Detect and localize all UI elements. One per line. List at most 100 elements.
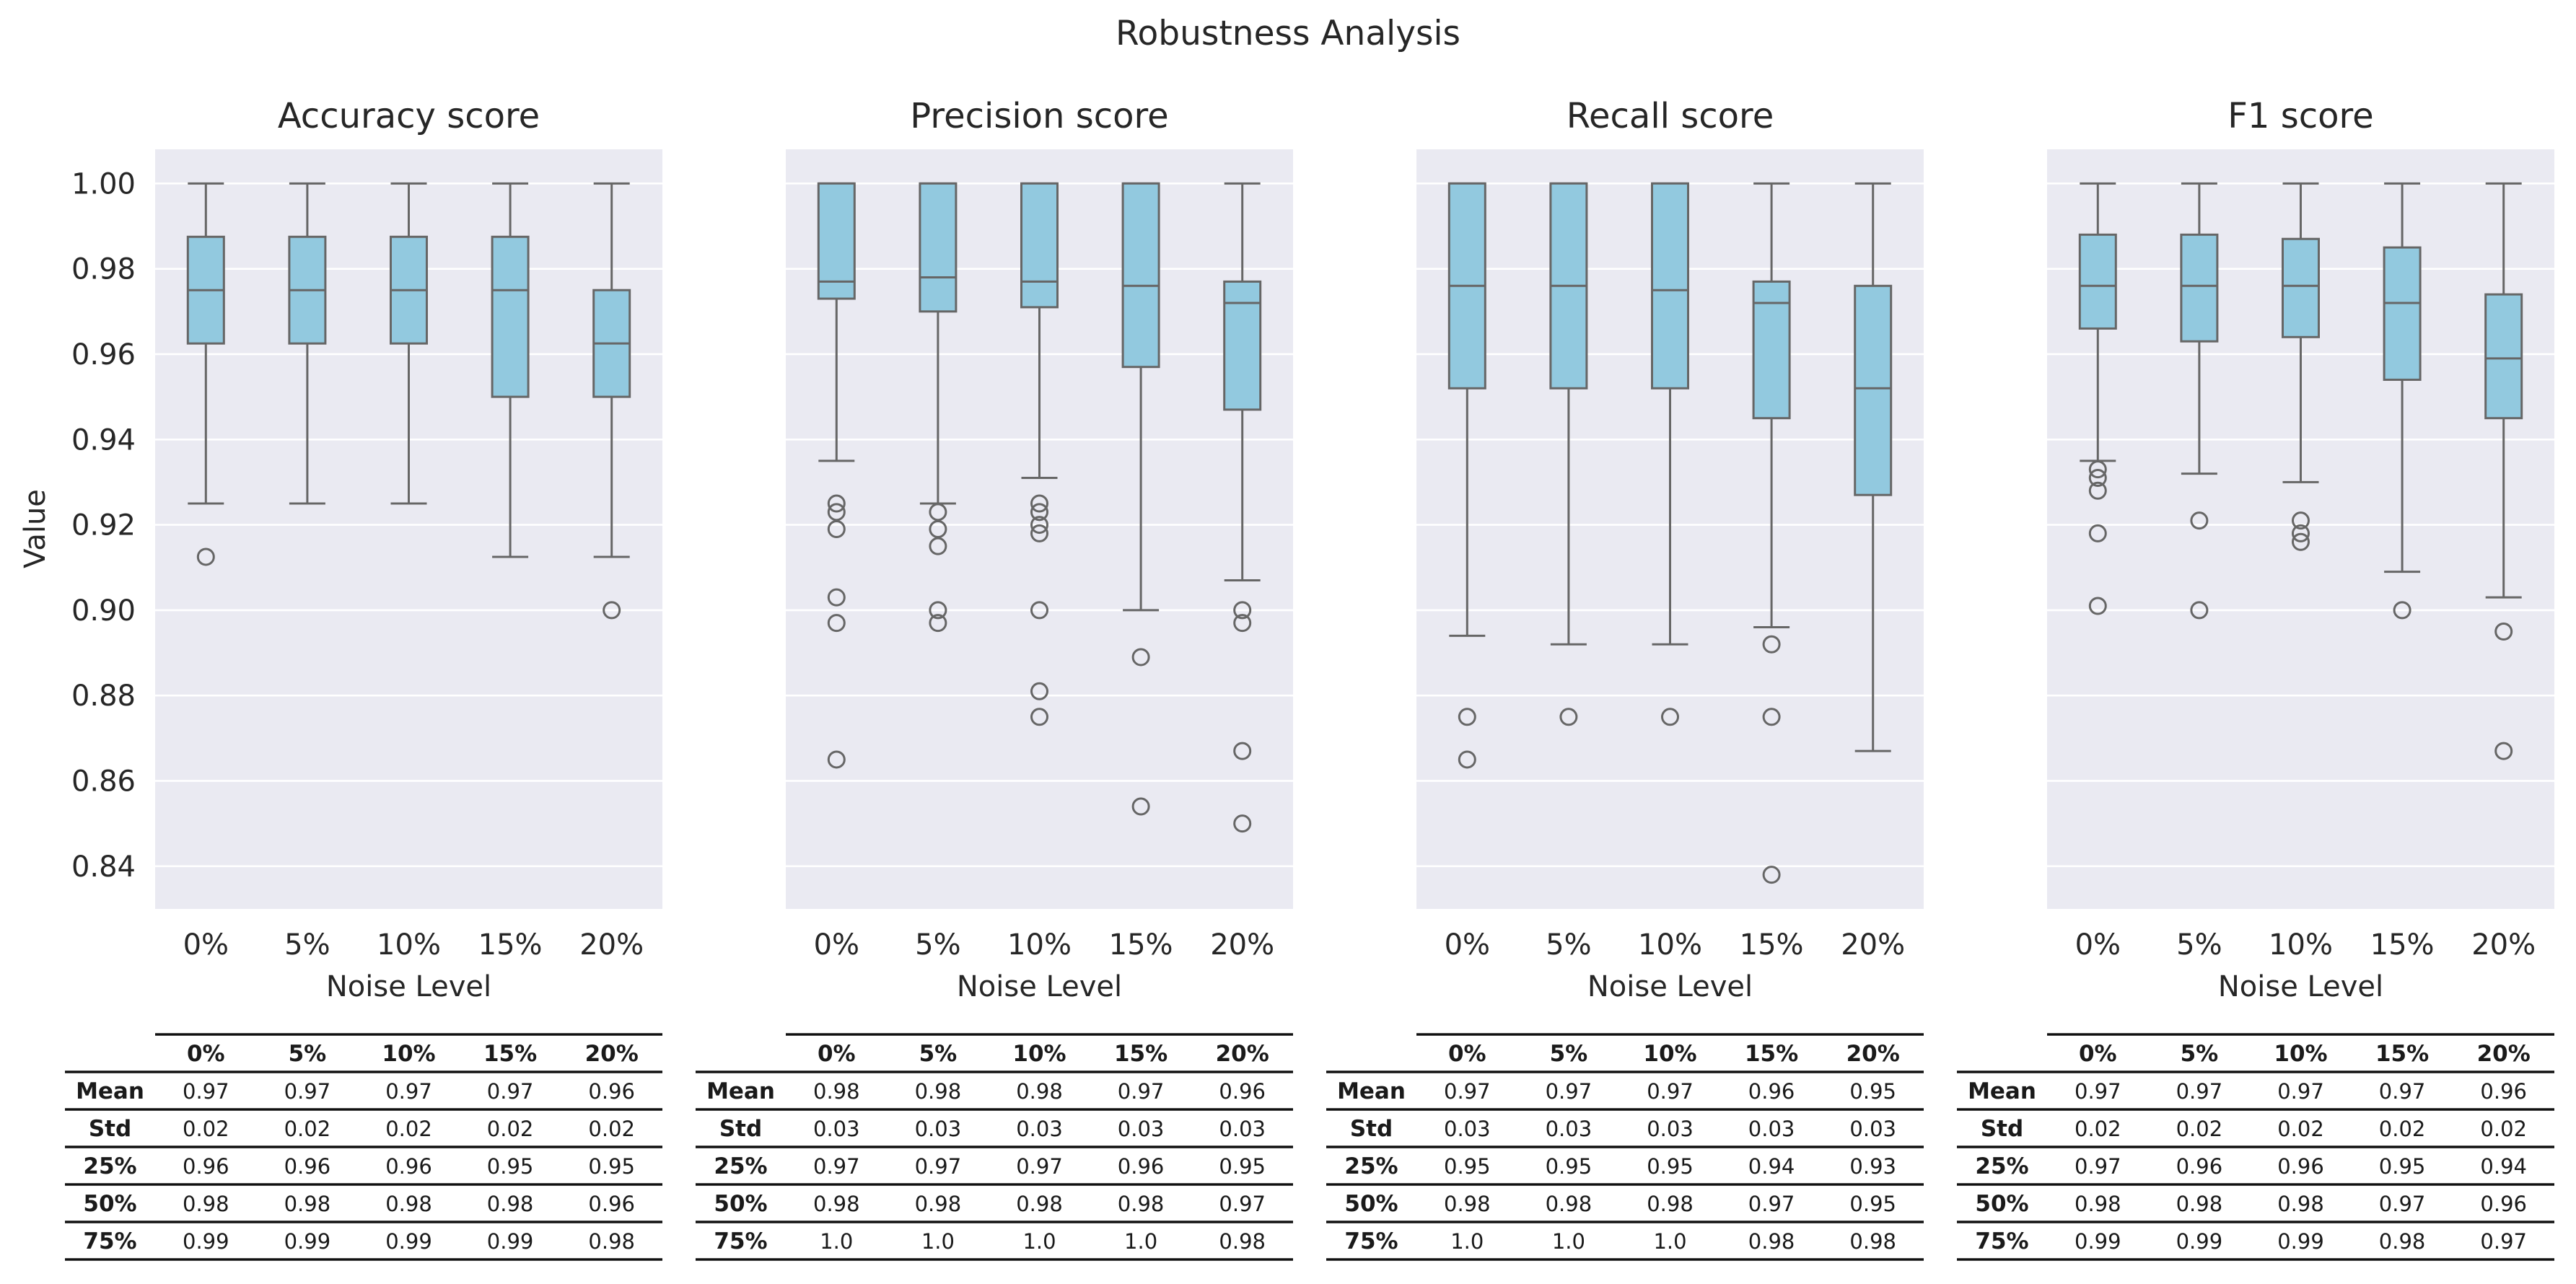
- box-precision-score-3: [1121, 182, 1160, 816]
- box-accuracy-score-4: [592, 182, 631, 620]
- table-cell: 0.99: [385, 1229, 432, 1254]
- x-tick-label: 0%: [2075, 928, 2121, 962]
- table-cell: 1.0: [1552, 1229, 1585, 1254]
- table-row-label: 50%: [1344, 1191, 1398, 1217]
- outlier-point: [1030, 708, 1048, 726]
- box-recall-score-1: [1549, 182, 1588, 726]
- iqr-box: [2484, 293, 2523, 420]
- table-row-label: 25%: [1975, 1153, 2028, 1179]
- table-cell: 0.97: [385, 1079, 432, 1104]
- x-axis-label: Noise Level: [1587, 970, 1753, 1003]
- outlier-point: [827, 503, 846, 522]
- table-row-label: Mean: [76, 1078, 144, 1104]
- table-cell: 0.95: [487, 1154, 534, 1179]
- iqr-box: [1854, 284, 1893, 496]
- outlier-point: [929, 614, 947, 633]
- outlier-point: [1661, 708, 1679, 726]
- table-row-label: 50%: [1975, 1191, 2028, 1217]
- table-cell: 0.02: [2075, 1117, 2121, 1141]
- table-cell: 0.02: [588, 1117, 635, 1141]
- x-tick-label: 10%: [377, 928, 441, 962]
- panel-f1-score: F1 score 0% 5% 10% 15% 20% Noise Level 0% 5% 10% 1…: [1957, 96, 2554, 1261]
- table-header-cell: 5%: [2181, 1041, 2219, 1067]
- table-cell: 0.95: [588, 1154, 635, 1179]
- outlier-point: [929, 537, 947, 555]
- outlier-point: [1030, 503, 1048, 522]
- table-cell: 0.98: [1546, 1192, 1593, 1216]
- outlier-point: [2292, 532, 2310, 551]
- table-cell: 0.03: [1546, 1117, 1593, 1141]
- y-tick-label: 0.88: [71, 680, 136, 713]
- box-f1-score-2: [2282, 182, 2320, 551]
- table-header-cell: 10%: [1012, 1041, 1066, 1067]
- box-recall-score-4: [1854, 182, 1893, 752]
- panel-precision-score: Precision score 0% 5% 10% 15% 20% Noise Level 0…: [696, 96, 1293, 1261]
- table-cell: 0.98: [1748, 1229, 1795, 1254]
- table-cell: 0.98: [1219, 1229, 1266, 1254]
- x-axis-label: Noise Level: [326, 970, 491, 1003]
- panel-title: Accuracy score: [278, 96, 540, 136]
- outlier-point: [1030, 682, 1048, 700]
- table-row-label: Mean: [706, 1078, 775, 1104]
- outlier-point: [2292, 511, 2310, 530]
- table-cell: 0.97: [2277, 1079, 2324, 1104]
- y-tick-label: 0.96: [71, 338, 136, 371]
- table-row-label: 75%: [83, 1228, 136, 1254]
- x-tick-label: 10%: [2269, 928, 2333, 962]
- table-header-cell: 5%: [289, 1041, 327, 1067]
- table-cell: 0.98: [2176, 1192, 2223, 1216]
- table-row-label: Mean: [1337, 1078, 1406, 1104]
- table-cell: 0.98: [813, 1079, 860, 1104]
- table-cell: 0.97: [284, 1079, 331, 1104]
- y-tick-label: 0.84: [71, 850, 136, 884]
- table-cell: 0.97: [1748, 1192, 1795, 1216]
- table-cell: 0.02: [2379, 1117, 2426, 1141]
- outlier-point: [827, 588, 846, 607]
- outlier-point: [929, 601, 947, 620]
- table-header-cell: 10%: [2274, 1041, 2327, 1067]
- table-row-label: Std: [1350, 1116, 1393, 1142]
- table-cell: 0.97: [1647, 1079, 1694, 1104]
- table-cell: 0.96: [588, 1079, 635, 1104]
- outlier-point: [827, 614, 846, 633]
- outlier-point: [2088, 460, 2107, 479]
- summary-table-precision-score: 0% 5% 10% 15% 20% Mean 0.98 0.98 0.98 0.97 0.96 Std…: [696, 1033, 1293, 1261]
- x-tick-label: 15%: [478, 928, 543, 962]
- box-recall-score-2: [1651, 182, 1689, 726]
- panel-title: Recall score: [1567, 96, 1774, 136]
- outlier-point: [1233, 814, 1252, 833]
- table-cell: 0.98: [1016, 1192, 1063, 1216]
- y-tick-label: 0.86: [71, 765, 136, 799]
- table-cell: 0.98: [1444, 1192, 1491, 1216]
- table-cell: 0.98: [183, 1192, 229, 1216]
- table-header-cell: 15%: [483, 1041, 537, 1067]
- table-cell: 0.03: [1444, 1117, 1491, 1141]
- summary-table-recall-score: 0% 5% 10% 15% 20% Mean 0.97 0.97 0.97 0.96 0.95 Std…: [1326, 1033, 1924, 1261]
- table-cell: 0.99: [2277, 1229, 2324, 1254]
- table-cell: 0.97: [2176, 1079, 2223, 1104]
- table-cell: 1.0: [1022, 1229, 1056, 1254]
- table-cell: 0.02: [284, 1117, 331, 1141]
- outlier-point: [1030, 524, 1048, 542]
- table-cell: 0.99: [487, 1229, 534, 1254]
- table-row-label: 25%: [83, 1153, 136, 1179]
- outlier-point: [1458, 708, 1476, 726]
- box-precision-score-0: [817, 182, 856, 769]
- outlier-point: [1762, 866, 1781, 884]
- table-cell: 0.03: [1016, 1117, 1063, 1141]
- x-axis-label: Noise Level: [2218, 970, 2383, 1003]
- table-cell: 0.95: [1219, 1154, 1266, 1179]
- box-accuracy-score-1: [288, 182, 327, 505]
- outlier-point: [1762, 635, 1781, 654]
- table-cell: 0.99: [183, 1229, 229, 1254]
- table-cell: 0.98: [1016, 1079, 1063, 1104]
- table-header-cell: 5%: [919, 1041, 958, 1067]
- table-cell: 0.03: [915, 1117, 962, 1141]
- outlier-point: [2088, 481, 2107, 500]
- table-cell: 0.95: [2379, 1154, 2426, 1179]
- outlier-point: [2088, 597, 2107, 615]
- y-tick-label: 0.92: [71, 509, 136, 542]
- table-cell: 0.97: [1546, 1079, 1593, 1104]
- table-cell: 0.97: [183, 1079, 229, 1104]
- x-tick-label: 20%: [1210, 928, 1274, 962]
